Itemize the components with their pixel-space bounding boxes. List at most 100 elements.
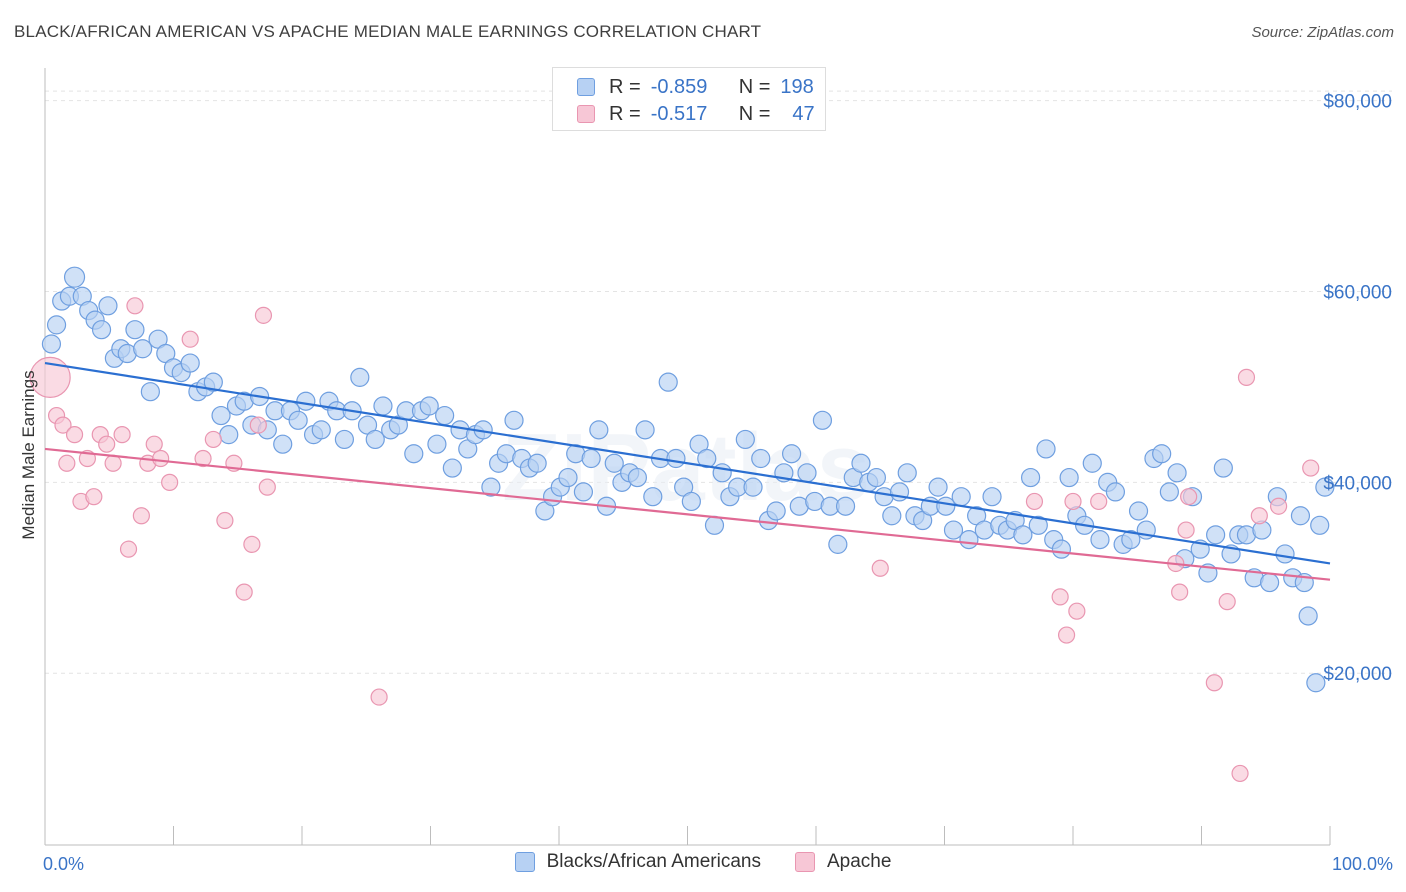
blacks-point <box>1036 439 1056 459</box>
apache-point <box>243 535 261 553</box>
blacks-point <box>751 448 771 469</box>
blacks-point <box>180 353 200 373</box>
blacks-point <box>936 496 956 516</box>
blacks-point <box>589 420 609 440</box>
legend-swatch-pink <box>794 852 815 872</box>
blacks-point <box>1315 477 1335 497</box>
blacks-point <box>481 477 501 497</box>
apache-point <box>1180 488 1198 506</box>
series-legend: Blacks/African Americans Apache <box>0 851 1406 873</box>
legend-row-blacks: R = -0.859 N = 198 <box>577 74 814 100</box>
apache-point <box>132 507 150 525</box>
blacks-point <box>203 372 223 392</box>
blacks-point <box>866 467 886 488</box>
legend-r-label: R = <box>609 102 641 125</box>
tick-labels: $20,000 $40,000 $60,000 $80,000 0.0% 100.0% <box>43 92 1393 874</box>
apache-point <box>29 356 71 398</box>
blacks-point <box>943 520 964 540</box>
legend-r-value: -0.517 <box>650 102 708 125</box>
blacks-point <box>41 334 62 354</box>
apache-point <box>194 449 212 468</box>
apache-point <box>1068 602 1086 620</box>
legend-item-apache: Apache <box>794 851 892 873</box>
blacks-point <box>427 434 447 454</box>
x-tick-label: 0.0% <box>43 854 84 874</box>
apache-point <box>249 416 267 434</box>
blacks-point <box>704 515 725 535</box>
legend-n-value: 47 <box>792 102 815 125</box>
y-tick-label: $60,000 <box>1323 282 1392 303</box>
axes <box>44 68 1331 846</box>
apache-point <box>152 449 170 468</box>
apache-point <box>1269 497 1288 515</box>
apache-point <box>181 330 199 348</box>
y-tick-label: $20,000 <box>1323 664 1392 685</box>
blacks-point <box>781 444 802 464</box>
apache-point <box>104 454 122 472</box>
apache-point <box>1231 764 1249 783</box>
apache-point <box>126 297 144 315</box>
apache-point <box>1302 459 1320 477</box>
legend-row-apache: R = -0.517 N = 47 <box>577 101 815 127</box>
legend-n-label: N = <box>738 102 771 125</box>
legend-label-apache: Apache <box>826 851 892 872</box>
blacks-point <box>643 487 663 507</box>
blacks-point <box>1028 515 1048 535</box>
apache-point <box>1171 583 1189 601</box>
blacks-point <box>951 487 971 507</box>
blacks-point <box>91 320 112 340</box>
apache-point <box>871 559 889 577</box>
blacks-point <box>735 429 755 450</box>
blacks-point <box>63 266 86 288</box>
blacks-point <box>882 506 902 526</box>
blacks-trend-line <box>44 361 1331 565</box>
blacks-point <box>635 420 655 440</box>
apache-point <box>1064 492 1082 511</box>
legend-item-blacks: Blacks/African Americans <box>514 851 761 873</box>
blacks-point <box>1213 458 1233 478</box>
blacks-point <box>527 453 547 473</box>
apache-point <box>58 454 76 472</box>
blacks-point <box>1298 606 1318 626</box>
blacks-point <box>1167 463 1187 483</box>
blacks-point <box>797 463 817 483</box>
apache-point <box>85 488 103 506</box>
blacks-point <box>812 410 833 430</box>
apache-point <box>1218 593 1236 611</box>
blacks-point <box>1051 539 1072 559</box>
blacks-point <box>1260 572 1280 593</box>
blacks-point <box>98 296 118 316</box>
apache-point <box>1051 588 1069 606</box>
apache-point <box>1057 626 1076 644</box>
apache-point <box>1090 492 1108 511</box>
apache-point <box>1250 507 1268 525</box>
blacks-point <box>1310 515 1330 535</box>
blacks-point <box>851 453 871 473</box>
blacks-point <box>581 448 601 469</box>
blacks-point <box>419 396 439 416</box>
apache-point <box>204 430 222 449</box>
apache-point <box>370 688 388 706</box>
blacks-point <box>211 405 231 426</box>
blacks-point <box>296 391 316 411</box>
blacks-point <box>1020 467 1041 488</box>
apache-point <box>54 416 72 434</box>
apache-point <box>216 511 234 530</box>
blacks-point <box>897 463 917 483</box>
blacks-point <box>1128 501 1149 521</box>
blacks-point <box>1306 673 1326 693</box>
apache-point <box>1205 674 1223 692</box>
blacks-point <box>435 405 455 426</box>
blacks-point <box>350 367 370 387</box>
blacks-point <box>982 487 1002 507</box>
legend-swatch-blue <box>577 78 595 96</box>
blacks-point <box>1013 525 1033 545</box>
blacks-point <box>46 315 67 335</box>
correlation-legend: R = -0.859 N = 198 R = -0.517 N = 47 <box>552 67 826 131</box>
blacks-point <box>1090 530 1110 550</box>
legend-swatch-blue <box>514 852 535 872</box>
y-tick-label: $40,000 <box>1323 473 1392 494</box>
blacks-point <box>273 434 293 454</box>
data-points <box>29 266 1335 783</box>
legend-n-label: N = <box>738 75 771 98</box>
